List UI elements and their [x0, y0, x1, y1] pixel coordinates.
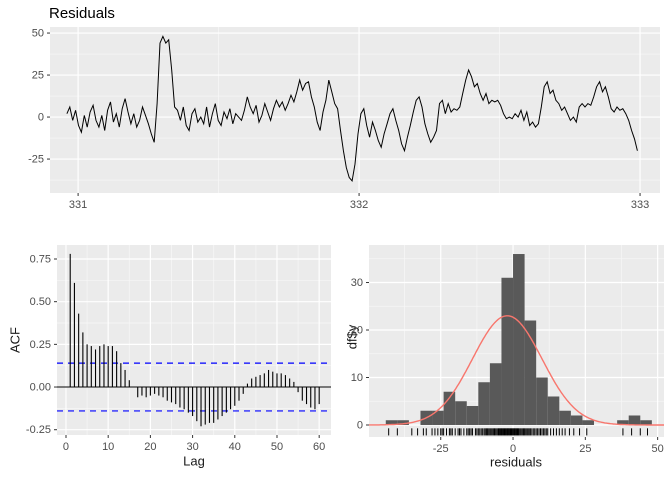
- svg-text:-0.25: -0.25: [26, 424, 51, 436]
- svg-text:0.00: 0.00: [30, 382, 51, 394]
- residuals-grid-major: [50, 27, 660, 193]
- histogram-chart: -25 0 25 50 0 10 20 30: [351, 245, 664, 455]
- svg-text:0: 0: [510, 443, 516, 455]
- svg-text:332: 332: [350, 199, 368, 211]
- histogram-tick-labels: -25 0 25 50 0 10 20 30: [351, 277, 664, 455]
- normal-density-curve: [369, 315, 664, 426]
- svg-text:0.25: 0.25: [30, 339, 51, 351]
- svg-text:30: 30: [186, 441, 198, 453]
- svg-text:25: 25: [579, 443, 591, 455]
- acf-grid-minor: [57, 245, 331, 435]
- svg-text:20: 20: [144, 441, 156, 453]
- svg-text:50: 50: [32, 28, 44, 40]
- svg-text:0.75: 0.75: [30, 253, 51, 265]
- residuals-rug-marks: [388, 428, 649, 436]
- acf-tick-labels: 0 10 20 30 40 50 60 0.75 0.50 0.25 0.00 -0.25: [26, 253, 325, 453]
- residuals-time-series-chart: 331 332 333 50 25 0 -25: [28, 27, 660, 211]
- svg-text:40: 40: [229, 441, 241, 453]
- svg-text:0: 0: [357, 419, 363, 431]
- histogram-axis-ticks: [366, 282, 659, 440]
- residuals-tick-labels: 331 332 333 50 25 0 -25: [28, 28, 649, 211]
- page-title: Residuals: [49, 5, 115, 22]
- residuals-series-line: [66, 35, 638, 183]
- svg-text:333: 333: [631, 199, 649, 211]
- residuals-grid-minor: [50, 27, 660, 193]
- acf-axis-ticks: [54, 258, 320, 438]
- svg-text:331: 331: [69, 199, 87, 211]
- svg-text:25: 25: [32, 70, 44, 82]
- histogram-bars: [385, 254, 652, 425]
- svg-text:0.50: 0.50: [30, 296, 51, 308]
- acf-bar-chart: 0 10 20 30 40 50 60 0.75 0.50 0.25 0.00 -0.25: [26, 245, 331, 453]
- svg-text:0: 0: [38, 112, 44, 124]
- acf-x-axis-title: Lag: [183, 453, 205, 469]
- svg-text:10: 10: [102, 441, 114, 453]
- svg-text:50: 50: [271, 441, 283, 453]
- svg-text:0: 0: [63, 441, 69, 453]
- acf-panel: [57, 245, 331, 435]
- svg-text:-25: -25: [28, 154, 44, 166]
- svg-text:10: 10: [351, 372, 363, 384]
- histogram-x-axis-title: residuals: [489, 454, 543, 470]
- svg-text:20: 20: [351, 325, 363, 337]
- acf-confidence-lines: [57, 362, 331, 412]
- svg-text:50: 50: [652, 443, 664, 455]
- svg-text:30: 30: [351, 277, 363, 289]
- acf-bars: [69, 253, 320, 427]
- svg-text:-25: -25: [433, 443, 449, 455]
- svg-text:60: 60: [313, 441, 325, 453]
- residuals-axis-ticks: [47, 32, 641, 196]
